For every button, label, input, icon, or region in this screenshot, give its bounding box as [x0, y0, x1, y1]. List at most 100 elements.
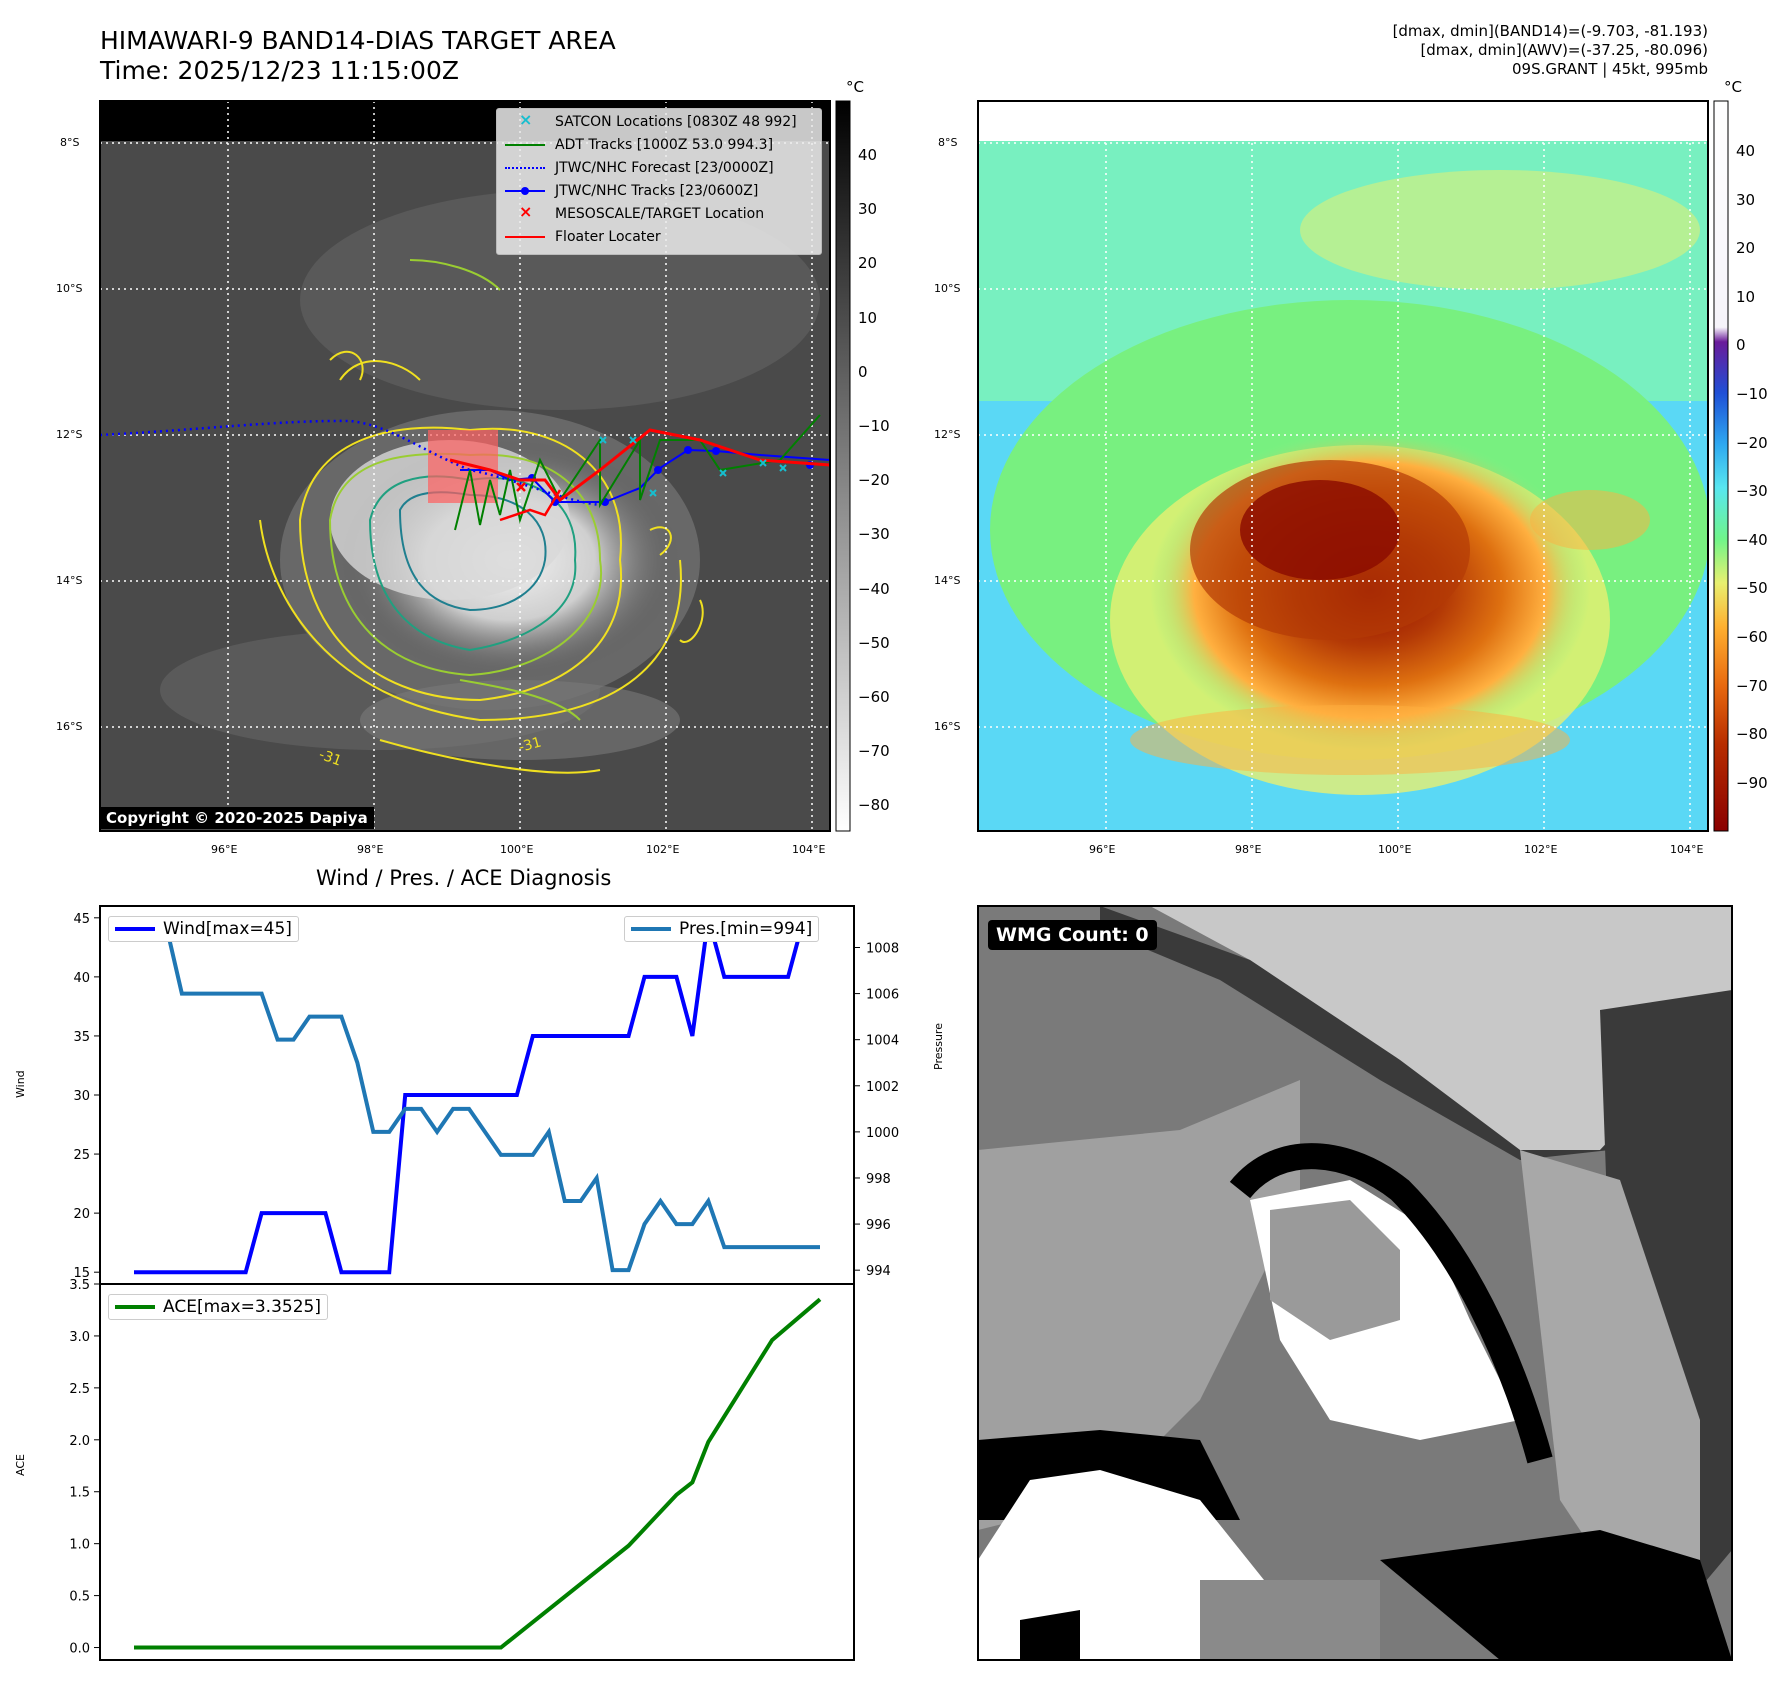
map2-lon-label: 100°E	[1378, 843, 1412, 856]
gray-colorbar-tick: −40	[858, 579, 890, 598]
gray-colorbar-tick: −30	[858, 525, 890, 544]
solid-line-icon	[505, 137, 545, 153]
ace-legend: ACE[max=3.3525]	[108, 1294, 328, 1320]
gray-colorbar-tick: 0	[858, 362, 868, 381]
solid-line-icon	[505, 229, 545, 245]
map2-lon-label: 98°E	[1235, 843, 1262, 856]
ace-tick-label: 0.5	[69, 1590, 90, 1605]
pressure-legend: Pres.[min=994]	[624, 916, 820, 942]
map1-lat-label: 8°S	[60, 136, 80, 149]
ace-tick-label: 2.0	[69, 1434, 90, 1449]
color-colorbar-unit: °C	[1724, 78, 1742, 96]
map1-lat-label: 10°S	[56, 282, 83, 295]
best-track	[460, 448, 830, 503]
stats-block: [dmax, dmin](BAND14)=(-9.703, -81.193) […	[1393, 22, 1708, 79]
map1-lat-label: 16°S	[56, 720, 83, 733]
contour-label: -31	[317, 747, 344, 770]
cross-marker-icon: ×	[519, 202, 533, 221]
legend-item-target: × MESOSCALE/TARGET Location	[505, 202, 764, 225]
color-colorbar-tick: 10	[1736, 287, 1756, 306]
color-colorbar-tick: −90	[1736, 773, 1768, 792]
line-swatch-icon	[115, 1305, 155, 1309]
target-marker	[516, 482, 526, 492]
ace-tick-label: 3.0	[69, 1330, 90, 1345]
color-colorbar-tick: −40	[1736, 530, 1768, 549]
map2-frame	[977, 100, 1709, 832]
map1-lon-label: 98°E	[357, 843, 384, 856]
pressure-legend-label: Pres.[min=994]	[679, 919, 813, 939]
legend-label: SATCON Locations [0830Z 48 992]	[555, 114, 797, 130]
map2-lat-label: 12°S	[934, 428, 961, 441]
gray-colorbar-tick: −10	[858, 417, 890, 435]
legend-item-forecast: JTWC/NHC Forecast [23/0000Z]	[505, 157, 774, 179]
gray-colorbar-tick: 10	[858, 308, 878, 327]
ace-line	[134, 1297, 822, 1650]
map2-lon-label: 104°E	[1670, 843, 1704, 856]
dotted-line-icon	[505, 160, 545, 176]
stat-line-1: [dmax, dmin](BAND14)=(-9.703, -81.193)	[1392, 22, 1708, 40]
gray-colorbar-tick: −70	[858, 742, 890, 761]
map1-lon-label: 96°E	[211, 843, 238, 856]
color-colorbar-tick: 0	[1736, 336, 1746, 355]
wind-tick-label: 20	[73, 1207, 90, 1222]
gray-colorbar-tick: 20	[858, 254, 878, 273]
color-colorbar-tick: −70	[1736, 676, 1768, 695]
ace-tick-label: 3.5	[69, 1278, 90, 1293]
line-swatch-icon	[115, 927, 155, 931]
color-colorbar-tick: −10	[1736, 385, 1768, 403]
map1-frame	[99, 100, 831, 832]
ace-tick-label: 1.0	[69, 1538, 90, 1553]
pressure-tick-label: 1008	[866, 941, 899, 956]
legend-label: JTWC/NHC Tracks [23/0600Z]	[555, 183, 759, 199]
pressure-tick-label: 994	[866, 1264, 891, 1279]
map1-lon-label: 102°E	[646, 843, 680, 856]
gray-colorbar-tick: −60	[858, 688, 890, 706]
map2-gridlines	[978, 101, 1708, 831]
ace-tick-label: 1.5	[69, 1486, 90, 1501]
map-legend: × SATCON Locations [0830Z 48 992] ADT Tra…	[496, 108, 822, 255]
gray-colorbar-tick: −20	[858, 471, 890, 490]
wind-tick-label: 25	[73, 1148, 90, 1163]
gray-colorbar-unit: °C	[846, 78, 864, 96]
map1-lat-label: 14°S	[56, 574, 83, 587]
adt-track	[454, 414, 821, 531]
gray-colorbar-tick: 40	[858, 146, 878, 164]
gray-colorbar-tick: 30	[858, 200, 878, 219]
ace-frame	[99, 1283, 855, 1661]
color-colorbar-tick: −60	[1736, 628, 1768, 646]
ace-tick-label: 0.0	[69, 1642, 90, 1657]
floater-track	[449, 428, 830, 503]
legend-label: ADT Tracks [1000Z 53.0 994.3]	[555, 137, 774, 153]
stat-line-3: 09S.GRANT | 45kt, 995mb	[1511, 60, 1708, 78]
wmg-image	[978, 906, 1732, 1660]
map2-lon-label: 102°E	[1524, 843, 1558, 856]
legend-label: Floater Locater	[555, 229, 661, 245]
copyright-badge: Copyright © 2020-2025 Dapiya	[100, 807, 374, 829]
map1-lat-label: 12°S	[56, 428, 83, 441]
color-colorbar-tick: 20	[1736, 239, 1756, 258]
map2-lon-label: 96°E	[1089, 843, 1116, 856]
storm-tracks	[100, 414, 830, 531]
satellite-color-image	[978, 101, 1708, 831]
legend-item-jtwc: JTWC/NHC Tracks [23/0600Z]	[505, 180, 758, 202]
pressure-tick-label: 1006	[866, 988, 899, 1003]
wind-tick-label: 35	[73, 1030, 90, 1045]
pressure-tick-label: 1004	[866, 1034, 899, 1049]
color-colorbar-tick: 40	[1736, 142, 1756, 160]
map2-lat-label: 14°S	[934, 574, 961, 587]
wind-tick-label: 15	[73, 1266, 90, 1281]
gray-colorbar-tick: −50	[858, 633, 890, 652]
cross-marker-icon: ×	[519, 110, 533, 129]
ace-tick-label: 2.5	[69, 1382, 90, 1397]
color-colorbar-tick: 30	[1736, 190, 1756, 209]
ace-legend-label: ACE[max=3.3525]	[163, 1297, 321, 1317]
wind-tick-label: 40	[73, 971, 90, 986]
title-line-1: HIMAWARI-9 BAND14-DIAS TARGET AREA	[100, 26, 616, 55]
line-swatch-icon	[631, 927, 671, 931]
map1-lon-label: 104°E	[792, 843, 826, 856]
legend-item-floater: Floater Locater	[505, 226, 661, 248]
pressure-tick-label: 1000	[866, 1126, 899, 1141]
legend-item-adt: ADT Tracks [1000Z 53.0 994.3]	[505, 134, 773, 156]
title-line-2: Time: 2025/12/23 11:15:00Z	[100, 56, 459, 85]
map2-lat-label: 10°S	[934, 282, 961, 295]
